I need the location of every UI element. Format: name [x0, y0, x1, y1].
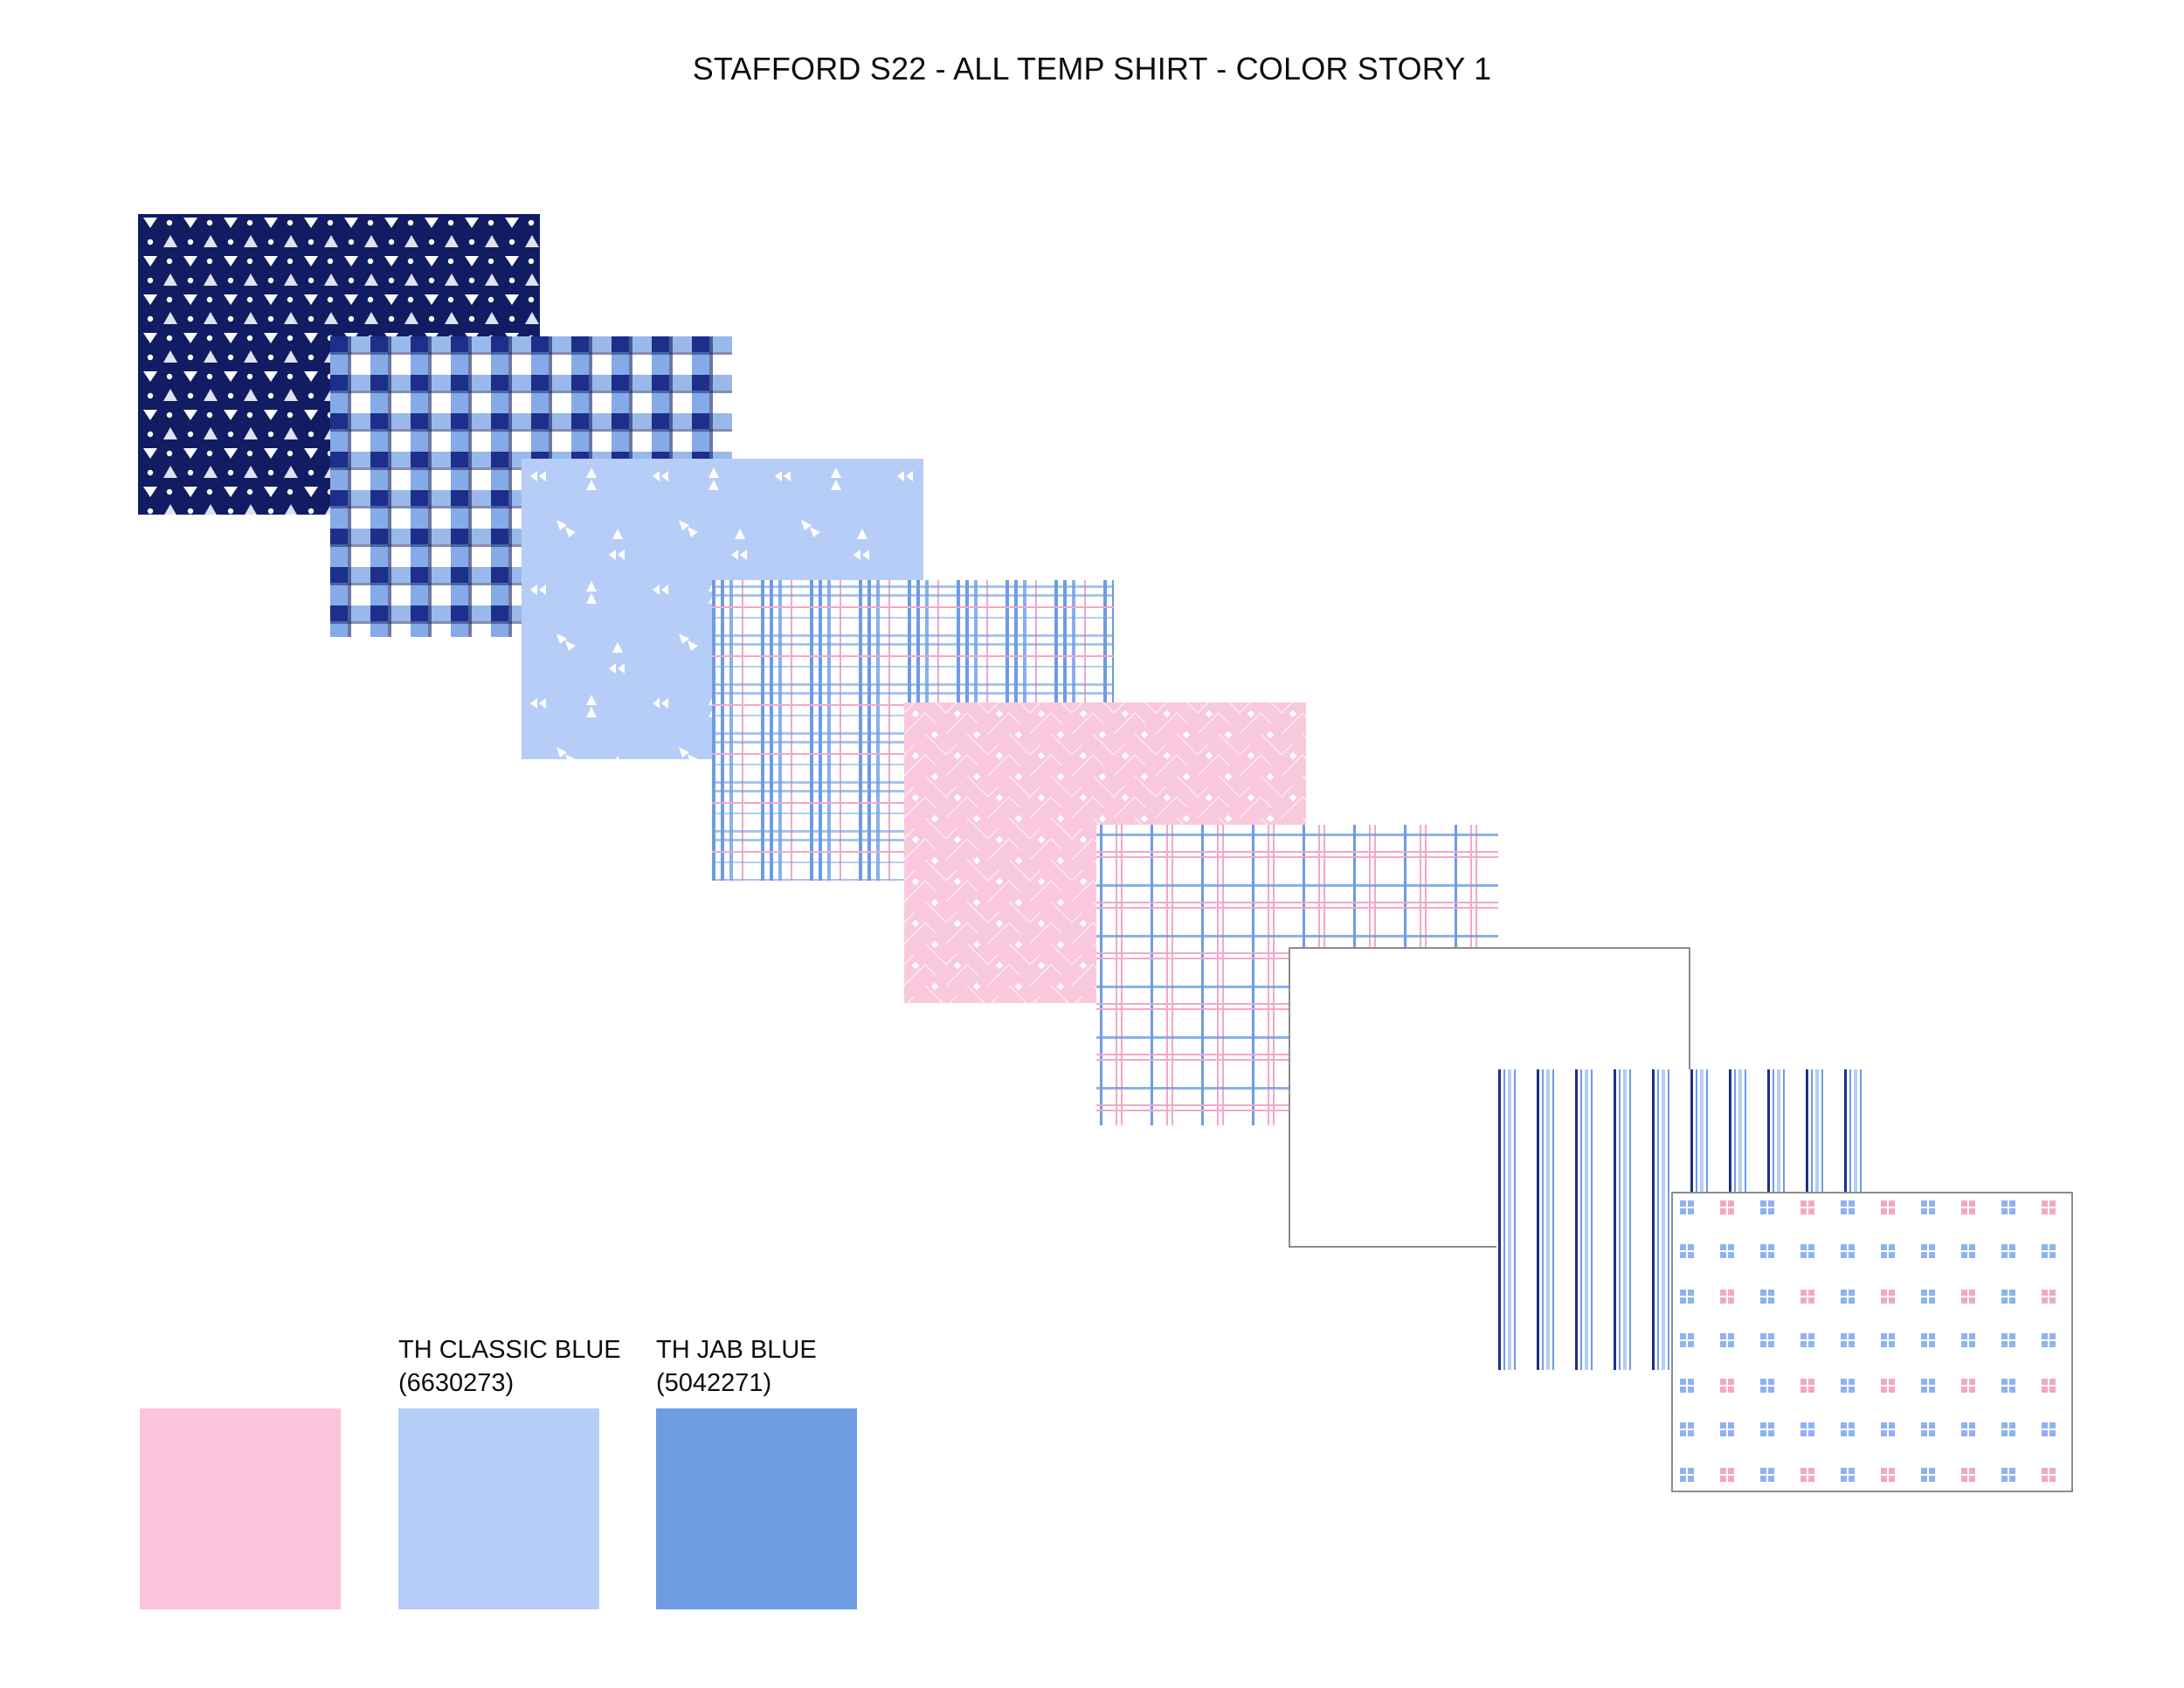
- page-title: STAFFORD S22 - ALL TEMP SHIRT - COLOR ST…: [692, 51, 1492, 86]
- color-name: TH CLASSIC BLUE: [398, 1336, 621, 1364]
- color-chip-classic-blue: [398, 1408, 599, 1609]
- fabric-swatch-white-square-dot-print: [1671, 1192, 2073, 1492]
- color-name: TH JAB BLUE: [656, 1336, 817, 1364]
- color-code: (5042271): [656, 1369, 772, 1397]
- color-chip-jab-blue: [656, 1408, 857, 1609]
- color-chip-label-classic-blue: TH CLASSIC BLUE (6630273): [398, 1333, 621, 1400]
- color-chip-label-jab-blue: TH JAB BLUE (5042271): [656, 1333, 817, 1400]
- color-code: (6630273): [398, 1369, 515, 1397]
- color-chip-pink: [140, 1408, 341, 1609]
